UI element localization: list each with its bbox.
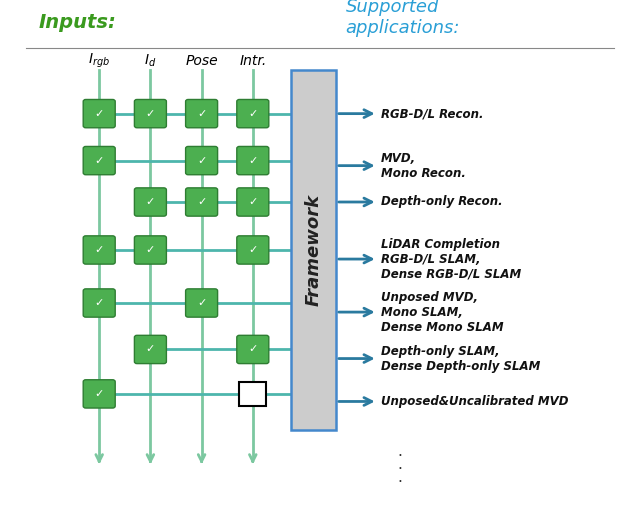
Text: Framework: Framework: [305, 194, 323, 306]
Text: ✓: ✓: [248, 156, 257, 166]
Text: ✓: ✓: [146, 197, 155, 207]
Text: ✓: ✓: [197, 109, 206, 119]
FancyBboxPatch shape: [186, 146, 218, 175]
Text: Supported
applications:: Supported applications:: [346, 0, 460, 37]
FancyBboxPatch shape: [239, 382, 266, 406]
Text: Depth-only SLAM,
Dense Depth-only SLAM: Depth-only SLAM, Dense Depth-only SLAM: [381, 344, 540, 373]
Text: ✓: ✓: [95, 389, 104, 399]
Text: ✓: ✓: [146, 245, 155, 255]
FancyBboxPatch shape: [237, 99, 269, 128]
Text: Inputs:: Inputs:: [38, 13, 116, 32]
Text: ✓: ✓: [146, 344, 155, 355]
Text: ✓: ✓: [95, 245, 104, 255]
Text: ✓: ✓: [197, 197, 206, 207]
Text: Unposed MVD,
Mono SLAM,
Dense Mono SLAM: Unposed MVD, Mono SLAM, Dense Mono SLAM: [381, 290, 504, 334]
Text: ✓: ✓: [95, 298, 104, 308]
Text: MVD,
Mono Recon.: MVD, Mono Recon.: [381, 152, 466, 180]
FancyBboxPatch shape: [134, 188, 166, 216]
FancyBboxPatch shape: [186, 289, 218, 317]
Text: Unposed&Uncalibrated MVD: Unposed&Uncalibrated MVD: [381, 395, 568, 408]
Text: .: .: [397, 444, 403, 460]
Text: ✓: ✓: [248, 344, 257, 355]
Text: $I_d$: $I_d$: [144, 53, 157, 69]
FancyBboxPatch shape: [83, 236, 115, 264]
FancyBboxPatch shape: [134, 99, 166, 128]
Text: ✓: ✓: [95, 156, 104, 166]
Text: Intr.: Intr.: [239, 54, 266, 68]
FancyBboxPatch shape: [134, 335, 166, 364]
FancyBboxPatch shape: [83, 99, 115, 128]
Text: Pose: Pose: [186, 54, 218, 68]
FancyBboxPatch shape: [237, 146, 269, 175]
Text: ✓: ✓: [95, 109, 104, 119]
Text: Depth-only Recon.: Depth-only Recon.: [381, 195, 502, 209]
Text: ✓: ✓: [197, 156, 206, 166]
Text: ✓: ✓: [248, 109, 257, 119]
FancyBboxPatch shape: [291, 70, 336, 430]
FancyBboxPatch shape: [237, 335, 269, 364]
FancyBboxPatch shape: [134, 236, 166, 264]
FancyBboxPatch shape: [83, 289, 115, 317]
FancyBboxPatch shape: [83, 146, 115, 175]
Text: $I_{rgb}$: $I_{rgb}$: [88, 52, 110, 70]
Text: .: .: [397, 457, 403, 472]
FancyBboxPatch shape: [186, 188, 218, 216]
FancyBboxPatch shape: [237, 188, 269, 216]
Text: ✓: ✓: [248, 197, 257, 207]
FancyBboxPatch shape: [237, 236, 269, 264]
FancyBboxPatch shape: [83, 380, 115, 408]
Text: RGB-D/L Recon.: RGB-D/L Recon.: [381, 107, 483, 120]
Text: ✓: ✓: [248, 245, 257, 255]
Text: ✓: ✓: [146, 109, 155, 119]
Text: ✓: ✓: [197, 298, 206, 308]
FancyBboxPatch shape: [186, 99, 218, 128]
Text: .: .: [397, 470, 403, 485]
Text: LiDAR Completion
RGB-D/L SLAM,
Dense RGB-D/L SLAM: LiDAR Completion RGB-D/L SLAM, Dense RGB…: [381, 237, 521, 281]
